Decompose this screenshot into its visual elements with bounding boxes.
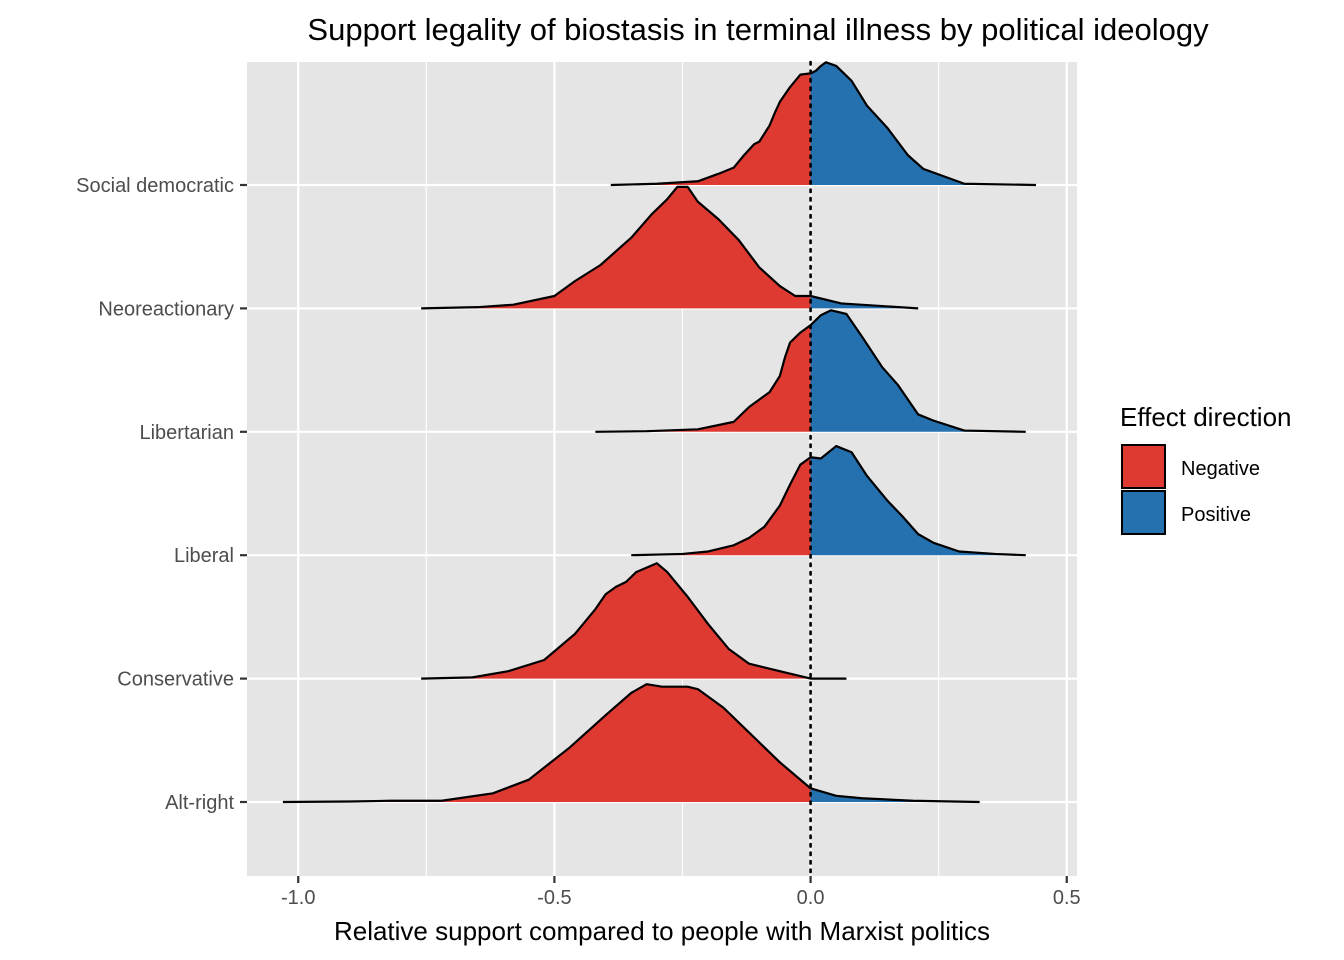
x-tick-label: -1.0 (281, 887, 315, 909)
ridge-neoreactionary (421, 185, 919, 310)
positive-area (810, 296, 919, 309)
density-outline (282, 683, 980, 804)
legend: Effect direction Negative Positive (1120, 402, 1292, 535)
axes: -1.0 -0.5 0.0 0.5 Alt-right Conservative Liber… (76, 175, 1081, 909)
negative-area (421, 563, 811, 679)
x-tick-label: -0.5 (537, 887, 571, 909)
ridge-liberal (631, 444, 1026, 557)
density-outline (421, 185, 919, 310)
legend-swatch-positive (1121, 490, 1166, 535)
positive-area (810, 62, 1037, 185)
x-axis-title: Relative support compared to people with… (334, 916, 990, 946)
legend-label-negative: Negative (1181, 458, 1260, 480)
density-outline (610, 61, 1037, 187)
density-outline (421, 562, 847, 680)
y-tick-label: Liberal (174, 545, 234, 567)
positive-area (810, 788, 980, 802)
y-tick-label: Conservative (117, 669, 234, 691)
y-tick-label: Libertarian (139, 422, 234, 444)
x-tick-label: 0.5 (1053, 887, 1081, 909)
negative-area (421, 186, 811, 309)
y-tick-label: Neoreactionary (98, 298, 234, 320)
ridge-conservative (421, 562, 847, 680)
legend-label-positive: Positive (1181, 504, 1251, 526)
ridge-social-democratic (610, 61, 1037, 187)
chart-title: Support legality of biostasis in termina… (307, 12, 1209, 47)
negative-area (631, 457, 811, 556)
density-outline (631, 444, 1026, 557)
ridge-alt-right (282, 683, 980, 804)
negative-area (595, 325, 811, 432)
y-tick-label: Social democratic (76, 175, 234, 197)
y-tick-label: Alt-right (165, 792, 234, 814)
legend-swatch-negative (1121, 444, 1166, 489)
x-tick-label: 0.0 (797, 887, 825, 909)
legend-title: Effect direction (1120, 402, 1292, 432)
density-ridges (282, 61, 1037, 804)
negative-area (282, 684, 811, 802)
negative-area (610, 73, 811, 185)
